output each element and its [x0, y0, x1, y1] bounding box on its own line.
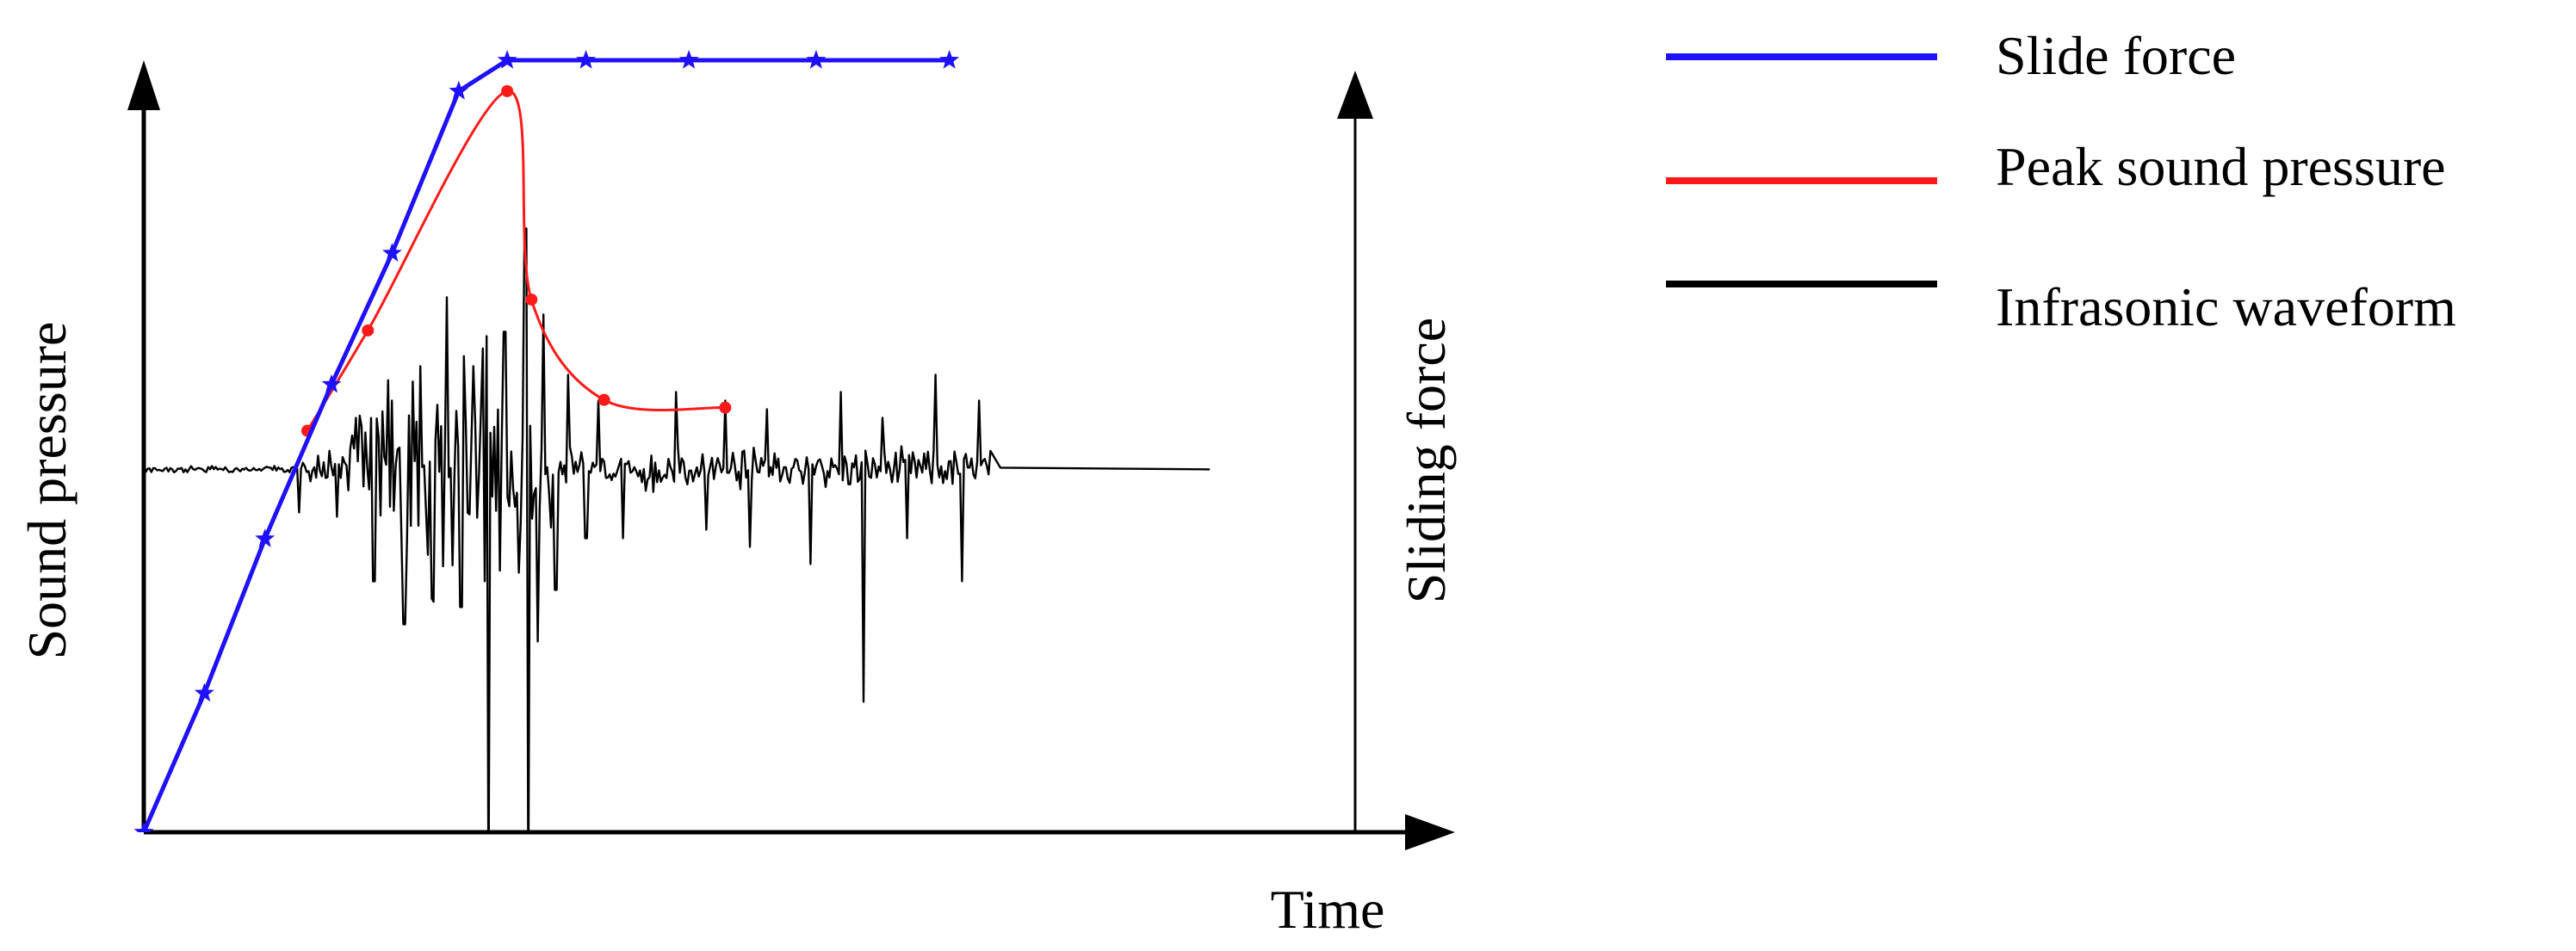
legend-label-peak-sound-pressure: Peak sound pressure — [1996, 136, 2446, 197]
right-axis-arrow — [1337, 71, 1373, 119]
slide-force-point-0 — [133, 822, 154, 832]
peak-sound-pressure-line — [306, 90, 726, 432]
x-axis-arrow — [1405, 814, 1455, 850]
legend-label-infrasonic-waveform: Infrasonic waveform — [1996, 276, 2456, 337]
slide-force-point-3 — [321, 374, 342, 393]
x-axis-label: Time — [1271, 879, 1385, 940]
axes — [127, 60, 1455, 850]
slide-force-point-4 — [382, 243, 402, 262]
slide-force-point-8 — [678, 50, 699, 69]
slide-force-point-10 — [939, 50, 960, 69]
left-axis-arrow — [127, 60, 160, 110]
slide-force-point-6 — [497, 50, 517, 69]
y-axis-label-left: Sound pressure — [16, 322, 77, 660]
slide-force-point-2 — [255, 528, 276, 547]
legend-label-slide-force: Slide force — [1996, 25, 2236, 86]
peak-sound-pressure-point-5 — [719, 401, 732, 414]
slide-force-point-1 — [194, 682, 214, 702]
series-layer — [133, 50, 1211, 832]
slide-force-point-5 — [449, 80, 469, 100]
slide-force-point-7 — [576, 50, 596, 69]
slide-force-line — [141, 58, 950, 832]
y-axis-label-right: Sliding force — [1396, 318, 1457, 603]
peak-sound-pressure-point-4 — [598, 393, 610, 406]
peak-sound-pressure-point-1 — [362, 324, 375, 337]
slide-force-point-9 — [806, 50, 827, 69]
peak-sound-pressure-point-3 — [525, 293, 538, 306]
peak-sound-pressure-point-2 — [501, 84, 514, 97]
legend: Slide force Peak sound pressure Infrason… — [1666, 25, 2456, 337]
infrasonic-waveform-line — [142, 227, 1211, 832]
